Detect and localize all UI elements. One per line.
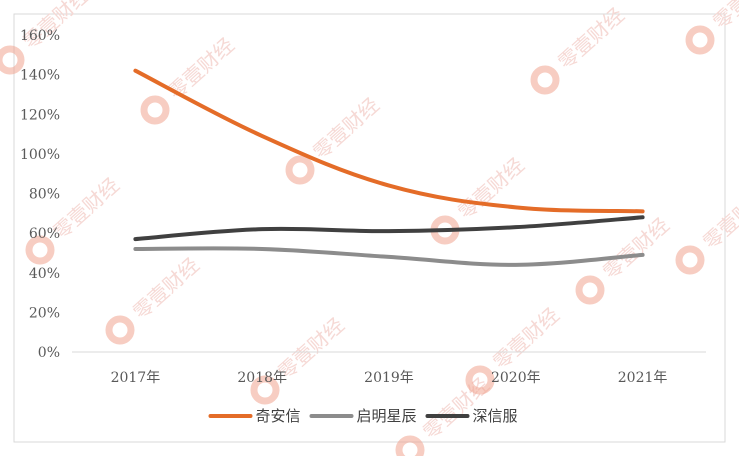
y-tick-label: 40%	[29, 266, 60, 282]
watermark-logo-icon	[0, 45, 25, 75]
watermark-logo-icon	[575, 275, 605, 305]
watermark-logo-icon	[465, 365, 495, 395]
legend-label: 深信服	[473, 407, 518, 425]
watermark-logo-icon	[675, 245, 705, 275]
watermark-logo-icon	[395, 435, 425, 456]
legend-item: 奇安信	[208, 407, 301, 425]
legend-label: 启明星辰	[357, 407, 417, 425]
legend-item: 深信服	[425, 407, 518, 425]
watermark-logo-icon	[25, 235, 55, 265]
x-tick-label: 2018年	[237, 370, 287, 386]
y-tick-label: 60%	[29, 226, 60, 242]
watermark-logo-icon	[430, 215, 460, 245]
axes-layer: 0% 20% 40% 60% 80% 100% 120% 140% 160% 2017年 2018年…	[20, 28, 706, 386]
legend: 奇安信 启明星辰 深信服	[208, 407, 518, 425]
y-tick-label: 80%	[29, 187, 60, 203]
legend-label: 奇安信	[256, 407, 301, 425]
y-tick-label: 160%	[20, 28, 60, 44]
watermark-logo-icon	[250, 375, 280, 405]
y-tick-label: 20%	[29, 305, 60, 321]
y-tick-label: 0%	[38, 345, 60, 361]
y-tick-label: 140%	[20, 68, 60, 84]
x-tick-label: 2021年	[618, 370, 668, 386]
watermark-logo-icon	[140, 95, 170, 125]
chart-border	[13, 13, 726, 443]
x-tick-label: 2020年	[491, 370, 541, 386]
legend-item: 启明星辰	[309, 407, 417, 425]
watermark-logo-icon	[105, 315, 135, 345]
x-tick-label: 2017年	[111, 370, 161, 386]
y-tick-label: 100%	[20, 147, 60, 163]
watermark-logo-icon	[530, 65, 560, 95]
watermark-logo-icon	[685, 25, 715, 55]
x-tick-label: 2019年	[364, 370, 414, 386]
y-tick-label: 120%	[20, 107, 60, 123]
watermark-logo-icon	[285, 155, 315, 185]
series-layer	[133, 68, 645, 267]
